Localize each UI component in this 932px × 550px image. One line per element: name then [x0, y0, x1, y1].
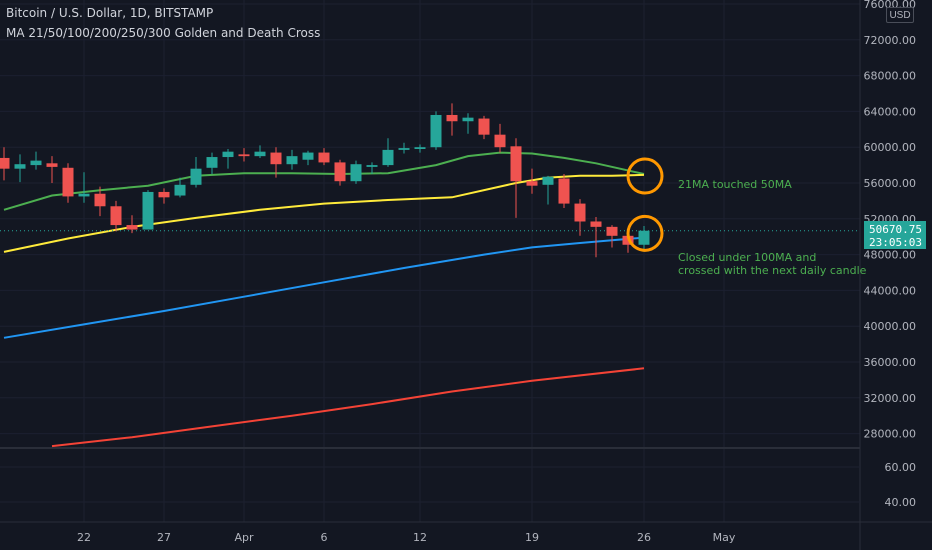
candle-body	[446, 114, 458, 122]
bar-countdown: 23:05:03	[869, 236, 922, 249]
candle-body	[366, 165, 378, 167]
candle-body	[430, 114, 442, 148]
annotation-ma-touch: 21MA touched 50MA	[678, 178, 792, 191]
y-tick-label: 56000.00	[864, 177, 917, 190]
candle-body	[478, 118, 490, 135]
annotation-closed-under-line2: crossed with the next daily candle	[678, 264, 867, 277]
x-tick-label: 19	[525, 531, 539, 544]
x-tick-label: 26	[637, 531, 651, 544]
candle-body	[0, 157, 10, 169]
candle-body	[462, 117, 474, 122]
y-tick-label: 40000.00	[864, 320, 917, 333]
indicator-tick-label: 40.00	[885, 496, 917, 509]
candle-body	[46, 163, 58, 167]
candle-body	[142, 191, 154, 230]
candle-body	[30, 160, 42, 166]
y-tick-label: 44000.00	[864, 284, 917, 297]
candle-body	[318, 152, 330, 163]
candle-body	[286, 156, 298, 165]
candle-body	[350, 164, 362, 182]
candle-body	[510, 146, 522, 182]
candle-body	[558, 178, 570, 204]
candle-body	[590, 221, 602, 227]
candle-body	[206, 157, 218, 168]
currency-label[interactable]: USD	[886, 7, 914, 23]
candle-body	[270, 152, 282, 165]
candle-body	[302, 152, 314, 160]
x-tick-label: 6	[321, 531, 328, 544]
indicator-tick-label: 60.00	[885, 461, 917, 474]
ma-line-200ma	[51, 367, 645, 448]
x-tick-label: 22	[77, 531, 91, 544]
candle-body	[94, 193, 106, 207]
candle-body	[494, 134, 506, 148]
candle-body	[238, 154, 250, 157]
candle-body	[414, 147, 426, 149]
symbol-title: Bitcoin / U.S. Dollar, 1D, BITSTAMP	[6, 6, 214, 20]
candle-body	[62, 167, 74, 197]
y-tick-label: 36000.00	[864, 356, 917, 369]
candle-body	[638, 230, 650, 245]
highlight-circle	[626, 157, 664, 195]
candle-body	[382, 149, 394, 166]
candle-body	[126, 225, 138, 230]
candle-body	[110, 206, 122, 226]
y-tick-label: 28000.00	[864, 428, 917, 441]
candle-body	[334, 162, 346, 182]
candle-body	[606, 226, 618, 236]
y-tick-label: 64000.00	[864, 105, 917, 118]
candle-body	[158, 191, 170, 198]
candle-body	[398, 148, 410, 150]
x-tick-label: Apr	[234, 531, 254, 544]
indicator-title: MA 21/50/100/200/250/300 Golden and Deat…	[6, 26, 321, 40]
candle-body	[542, 176, 554, 185]
y-tick-label: 60000.00	[864, 141, 917, 154]
candle-body	[526, 181, 538, 186]
ma-line-100ma	[3, 236, 645, 339]
ma-line-21ma	[3, 151, 645, 211]
candle-body	[222, 151, 234, 158]
y-tick-label: 76000.00	[864, 0, 917, 11]
y-tick-label: 48000.00	[864, 249, 917, 262]
candle-body	[78, 193, 90, 197]
candle-body	[254, 151, 266, 157]
x-tick-label: May	[713, 531, 736, 544]
y-tick-label: 32000.00	[864, 392, 917, 405]
candle-body	[190, 168, 202, 185]
x-tick-label: 27	[157, 531, 171, 544]
y-tick-label: 68000.00	[864, 70, 917, 83]
last-price: 50670.75	[869, 223, 922, 236]
candle-body	[174, 184, 186, 196]
y-tick-label: 72000.00	[864, 34, 917, 47]
candle-body	[574, 203, 586, 222]
candle-body	[14, 164, 26, 169]
last-price-tag: 50670.75 23:05:03	[864, 221, 926, 249]
annotation-closed-under: Closed under 100MA and crossed with the …	[678, 251, 866, 277]
x-tick-label: 12	[413, 531, 427, 544]
highlight-circle	[626, 214, 664, 252]
annotation-closed-under-line1: Closed under 100MA and	[678, 251, 817, 264]
